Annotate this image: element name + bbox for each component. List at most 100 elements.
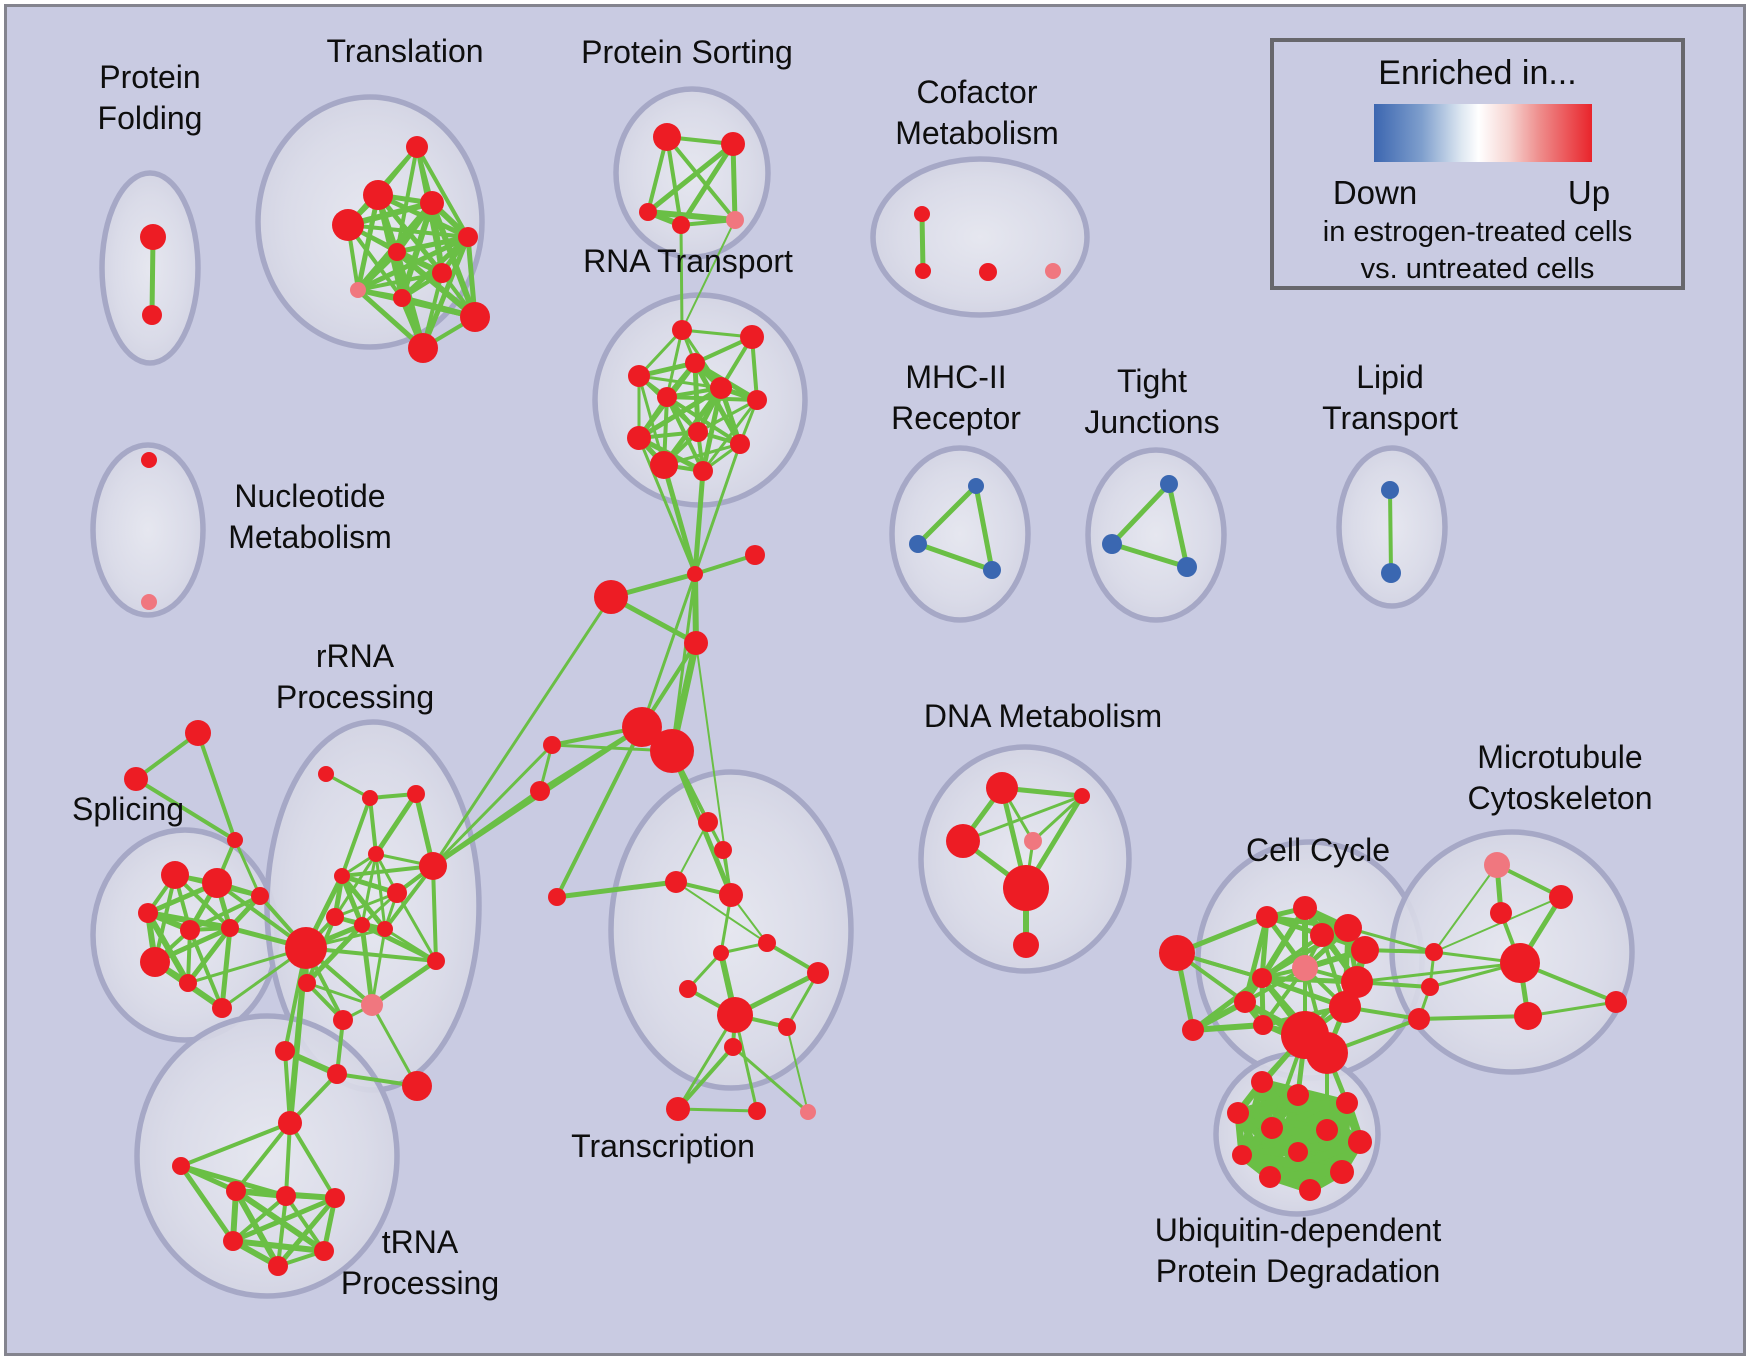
edge (333, 891, 399, 919)
node (1605, 991, 1627, 1013)
edge (185, 925, 233, 986)
edge (219, 925, 233, 1011)
node (1234, 991, 1256, 1013)
edge (676, 1107, 759, 1113)
node (684, 631, 708, 655)
edge (233, 838, 262, 898)
node (458, 227, 478, 247)
edge (360, 852, 378, 927)
edge (288, 1121, 337, 1200)
node (622, 707, 662, 747)
edge (661, 462, 698, 577)
node (333, 1010, 353, 1030)
edge (1259, 905, 1308, 981)
edge (196, 731, 237, 842)
edge (333, 852, 378, 919)
edge (915, 541, 995, 573)
node (350, 282, 366, 298)
node (368, 846, 384, 862)
legend-down-label: Down (1332, 174, 1418, 211)
node (653, 123, 681, 151)
node (1160, 475, 1178, 493)
edge (284, 1121, 292, 1198)
edge (368, 796, 378, 856)
node (698, 812, 718, 832)
edge (340, 796, 372, 878)
cluster-label-lipid-transport: Transport (1322, 400, 1458, 436)
cluster-label-protein-folding: Folding (98, 100, 203, 136)
node (1334, 914, 1362, 942)
node (363, 180, 393, 210)
edge (356, 271, 444, 292)
node (1421, 978, 1439, 996)
edge (665, 135, 737, 222)
legend-up-label: Up (1567, 174, 1611, 211)
edge (346, 223, 470, 239)
node (1330, 1160, 1354, 1184)
node (688, 422, 708, 442)
edge (665, 328, 684, 399)
node (172, 1157, 190, 1175)
edge (188, 894, 262, 932)
node (327, 1064, 347, 1084)
node (1514, 1002, 1542, 1030)
edge (1417, 1014, 1530, 1021)
node (983, 561, 1001, 579)
cluster-label-nucleotide-metabolism: Metabolism (228, 519, 392, 555)
node (1259, 1166, 1281, 1188)
node (1408, 1008, 1430, 1030)
edge (431, 864, 438, 963)
edge (645, 141, 736, 215)
node (1045, 263, 1061, 279)
edge (701, 398, 759, 473)
node (548, 888, 566, 906)
cluster-bubble-transcription (608, 769, 854, 1091)
node (1102, 534, 1122, 554)
edge (304, 922, 365, 986)
edge (1266, 1138, 1364, 1181)
node (1013, 932, 1039, 958)
edge (394, 249, 478, 320)
cluster-bubble-cofactor-metabolism (870, 156, 1090, 318)
edge (786, 1026, 809, 1113)
node (362, 790, 378, 806)
edge (179, 1121, 292, 1168)
edge (370, 927, 387, 1007)
edge (1433, 864, 1498, 953)
edge (693, 553, 757, 576)
edge (1166, 481, 1190, 570)
node (778, 1018, 796, 1036)
node (672, 320, 692, 340)
edge (234, 1121, 292, 1193)
node (717, 997, 753, 1033)
node (407, 785, 425, 803)
node (1261, 1117, 1283, 1139)
edge (1190, 1022, 1266, 1033)
node (298, 974, 316, 992)
node (226, 1181, 246, 1201)
node (334, 868, 350, 884)
node (685, 353, 705, 373)
node (1336, 1092, 1358, 1114)
cluster-label-cofactor-metabolism: Metabolism (895, 115, 1059, 151)
cluster-bubble-protein-folding (99, 170, 201, 366)
node (223, 1231, 243, 1251)
node (387, 883, 407, 903)
node (1288, 1142, 1308, 1162)
node (1306, 1032, 1348, 1074)
cluster-bubble-trna-processing (134, 1013, 400, 1299)
node (141, 452, 157, 468)
node (1484, 852, 1510, 878)
node (1381, 481, 1399, 499)
node (393, 289, 411, 307)
node (672, 216, 690, 234)
node (1074, 788, 1090, 804)
cluster-bubble-nucleotide-metabolism (90, 442, 206, 618)
legend-caption-line2: vs. untreated cells (1360, 253, 1595, 285)
node (730, 434, 750, 454)
node (1256, 906, 1278, 928)
node (1549, 885, 1573, 909)
node (432, 263, 452, 283)
node (1159, 935, 1195, 971)
cluster-label-rna-transport: RNA Transport (583, 243, 793, 279)
